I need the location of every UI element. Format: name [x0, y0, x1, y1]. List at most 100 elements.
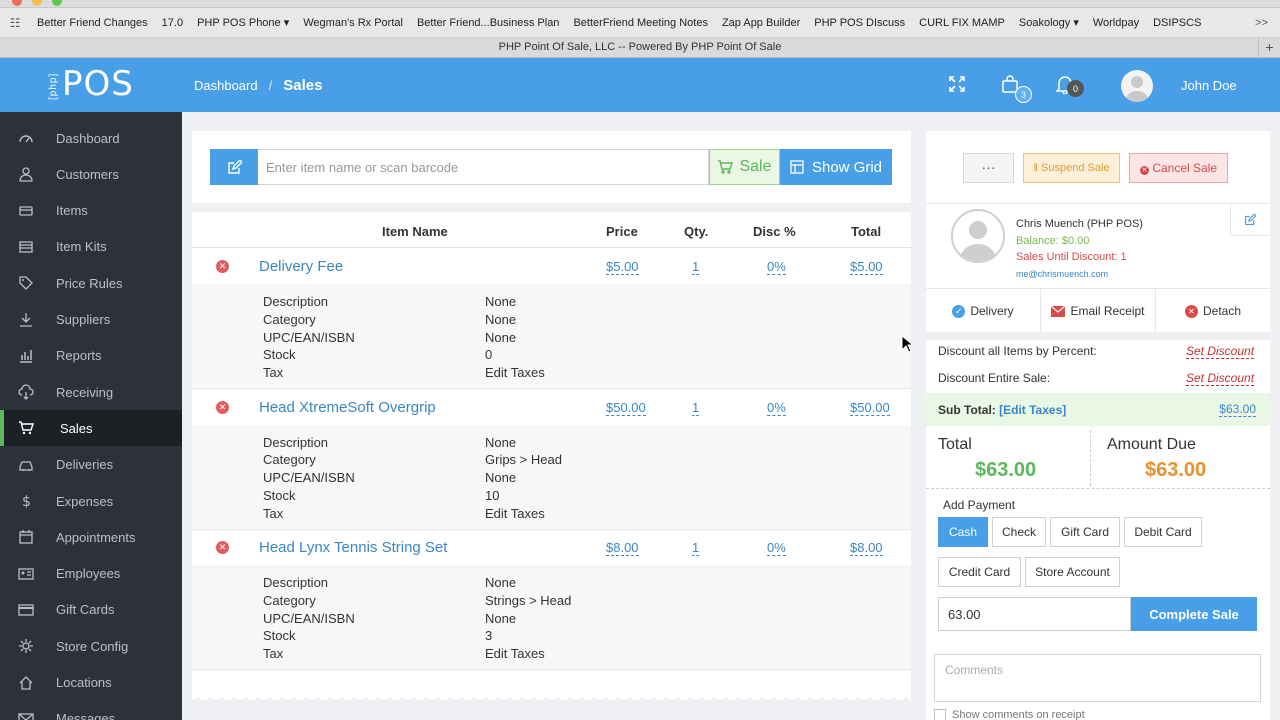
shopping-bag-icon[interactable] [996, 70, 1024, 98]
suspend-sale-button[interactable]: ‖ Suspend Sale [1023, 153, 1120, 183]
edit-taxes-link[interactable]: Edit Taxes [485, 365, 545, 381]
show-grid-button[interactable]: Show Grid [780, 149, 892, 185]
col-total: Total [851, 224, 882, 239]
bookmark[interactable]: Better Friend...Business Plan [416, 16, 560, 29]
mouse-cursor-icon [901, 335, 913, 353]
col-item-name: Item Name [382, 224, 448, 239]
bookmark[interactable]: Wegman's Rx Portal [303, 16, 403, 29]
item-name-link[interactable]: Delivery Fee [259, 258, 344, 275]
zoom-window-icon[interactable] [52, 0, 62, 6]
sidebar-item-label: Items [56, 203, 88, 219]
item-qty[interactable]: 1 [692, 399, 700, 416]
logo-text: POS [62, 64, 134, 104]
close-window-icon[interactable] [12, 0, 22, 6]
payment-amount-input[interactable] [938, 597, 1131, 631]
bookmark[interactable]: BetterFriend Meeting Notes [573, 16, 708, 29]
sidebar-item-label: Employees [56, 566, 121, 582]
sale-mode-button[interactable]: Sale [709, 149, 780, 185]
payment-store-account-button[interactable]: Store Account [1025, 557, 1120, 587]
complete-sale-button[interactable]: Complete Sale [1131, 597, 1257, 631]
payment-check-button[interactable]: Check [992, 517, 1046, 547]
bookmark[interactable]: Better Friend Changes [37, 16, 148, 29]
item-total[interactable]: $8.00 [850, 540, 883, 556]
total-box: Total $63.00 [926, 428, 1090, 488]
payment-gift-card-button[interactable]: Gift Card [1050, 517, 1120, 547]
edit-customer-button[interactable] [1230, 204, 1268, 236]
item-name-link[interactable]: Head Lynx Tennis String Set [259, 539, 448, 556]
php-pos-logo[interactable]: [php] POS [48, 64, 138, 104]
subtotal-amount[interactable]: $63.00 [1219, 402, 1256, 417]
comments-field[interactable] [934, 654, 1261, 702]
fullscreen-icon[interactable] [943, 70, 971, 98]
item-qty[interactable]: 1 [692, 259, 700, 275]
sidebar-item-locations[interactable]: Locations [0, 665, 182, 701]
sidebar-item-messages[interactable]: Messages [0, 701, 182, 720]
item-search-input[interactable] [258, 149, 709, 185]
sidebar-item-employees[interactable]: Employees [0, 556, 182, 592]
user-name[interactable]: John Doe [1181, 78, 1237, 93]
customer-name[interactable]: Chris Muench (PHP POS) [1016, 218, 1143, 230]
bookmark[interactable]: Zap App Builder [721, 16, 801, 29]
sidebar-item-sales[interactable]: Sales [0, 410, 182, 447]
browser-tab[interactable]: PHP Point Of Sale, LLC -- Powered By PHP… [0, 38, 1280, 58]
sidebar-item-appointments[interactable]: Appointments [0, 519, 182, 555]
more-options-button[interactable]: ··· [963, 153, 1014, 183]
delivery-button[interactable]: ✓ Delivery [926, 289, 1040, 333]
remove-item-icon[interactable]: ✕ [216, 260, 229, 273]
item-discount[interactable]: 0% [767, 259, 786, 275]
bookmark[interactable]: Soakology ▾ [1018, 17, 1079, 29]
item-total[interactable]: $50.00 [850, 399, 890, 416]
edit-taxes-link[interactable]: Edit Taxes [485, 646, 545, 662]
email-receipt-button[interactable]: Email Receipt [1040, 289, 1155, 333]
breadcrumb-home[interactable]: Dashboard [194, 77, 258, 93]
detach-customer-button[interactable]: ✕ Detach [1155, 289, 1270, 333]
checkbox[interactable] [934, 709, 946, 720]
item-price[interactable]: $50.00 [606, 399, 646, 416]
sidebar-item-items[interactable]: Items [0, 193, 182, 229]
sidebar-item-label: Gift Cards [56, 602, 115, 618]
bookmark[interactable]: 17.0 [161, 16, 184, 29]
sidebar-item-expenses[interactable]: $ Expenses [0, 483, 182, 519]
payment-credit-card-button[interactable]: Credit Card [938, 557, 1021, 587]
edit-taxes-link[interactable]: [Edit Taxes] [999, 403, 1067, 417]
sidebar-item-receiving[interactable]: Receiving [0, 374, 182, 410]
user-avatar[interactable] [1121, 70, 1153, 102]
edit-item-button[interactable] [210, 149, 258, 185]
sidebar-item-price-rules[interactable]: Price Rules [0, 265, 182, 301]
minimize-window-icon[interactable] [32, 0, 42, 6]
detail-label: Category [263, 592, 316, 608]
item-name-link[interactable]: Head XtremeSoft Overgrip [259, 398, 436, 416]
bookmark[interactable]: CURL FIX MAMP [919, 16, 1005, 29]
cancel-sale-button[interactable]: ✕ Cancel Sale [1129, 153, 1228, 183]
item-price[interactable]: $5.00 [606, 259, 639, 275]
sidebar-item-dashboard[interactable]: Dashboard [0, 120, 182, 156]
apps-grid-icon[interactable]: ☷ [9, 15, 21, 30]
remove-item-icon[interactable]: ✕ [216, 400, 229, 414]
sidebar-item-item-kits[interactable]: Item Kits [0, 229, 182, 265]
bookmark[interactable]: PHP POS Phone ▾ [197, 17, 290, 29]
bookmark[interactable]: PHP POS DIscuss [814, 16, 906, 29]
sidebar-item-gift-cards[interactable]: Gift Cards [0, 592, 182, 628]
item-price[interactable]: $8.00 [606, 540, 639, 556]
payment-cash-button[interactable]: Cash [938, 517, 988, 547]
payment-debit-card-button[interactable]: Debit Card [1124, 517, 1202, 547]
sidebar-item-reports[interactable]: Reports [0, 338, 182, 374]
item-qty[interactable]: 1 [692, 540, 700, 556]
item-discount[interactable]: 0% [767, 540, 786, 556]
sidebar-item-store-config[interactable]: Store Config [0, 628, 182, 664]
sidebar-item-customers[interactable]: Customers [0, 156, 182, 192]
sidebar-item-suppliers[interactable]: Suppliers [0, 302, 182, 338]
new-tab-button[interactable]: + [1258, 38, 1280, 57]
bookmark[interactable]: DSIPSCS [1153, 16, 1202, 29]
item-total[interactable]: $5.00 [850, 259, 883, 275]
more-bookmarks-button[interactable]: >> [1255, 16, 1268, 29]
set-discount-items-link[interactable]: Set Discount [1186, 344, 1255, 359]
remove-item-icon[interactable]: ✕ [216, 541, 229, 554]
show-comments-toggle[interactable]: Show comments on receipt [934, 709, 1085, 720]
customer-email[interactable]: me@chrismuench.com [1016, 269, 1109, 279]
bookmark[interactable]: Worldpay [1092, 16, 1140, 29]
item-discount[interactable]: 0% [767, 399, 786, 416]
set-discount-sale-link[interactable]: Set Discount [1186, 371, 1255, 386]
edit-taxes-link[interactable]: Edit Taxes [485, 505, 545, 521]
sidebar-item-deliveries[interactable]: Deliveries [0, 447, 182, 483]
